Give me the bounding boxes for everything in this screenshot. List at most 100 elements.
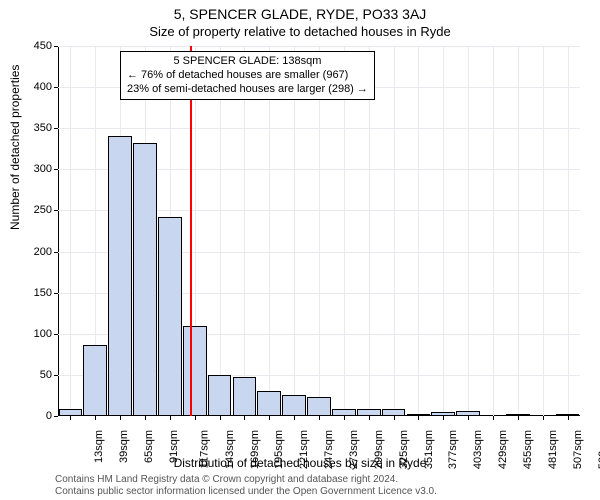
ytick-label: 350: [12, 122, 52, 134]
chart-title-main: 5, SPENCER GLADE, RYDE, PO33 3AJ: [0, 0, 600, 22]
ytick-label: 0: [12, 410, 52, 422]
xtick-mark: [195, 416, 196, 420]
ytick-label: 150: [12, 287, 52, 299]
ytick-mark: [54, 87, 58, 88]
xtick-label: 455sqm: [522, 430, 534, 469]
xtick-label: 481sqm: [547, 430, 559, 469]
xtick-label: 65sqm: [143, 430, 155, 463]
histogram-bar: [307, 397, 331, 416]
plot-area: 5 SPENCER GLADE: 138sqm← 76% of detached…: [58, 46, 580, 416]
grid-line-v: [568, 46, 569, 416]
xtick-label: 221sqm: [298, 430, 310, 469]
xtick-label: 143sqm: [224, 430, 236, 469]
xtick-mark: [568, 416, 569, 420]
histogram-bar: [506, 414, 530, 416]
ytick-mark: [54, 375, 58, 376]
histogram-bar: [108, 136, 132, 416]
annotation-box: 5 SPENCER GLADE: 138sqm← 76% of detached…: [120, 51, 375, 100]
xtick-mark: [493, 416, 494, 420]
xtick-mark: [369, 416, 370, 420]
grid-line-v: [468, 46, 469, 416]
histogram-bar: [332, 409, 356, 416]
histogram-bar: [158, 217, 182, 416]
footer-line-1: Contains HM Land Registry data © Crown c…: [55, 474, 437, 486]
footer-attribution: Contains HM Land Registry data © Crown c…: [55, 474, 437, 498]
xtick-label: 195sqm: [274, 430, 286, 469]
xtick-label: 91sqm: [168, 430, 180, 463]
grid-line-v: [543, 46, 544, 416]
xtick-label: 299sqm: [373, 430, 385, 469]
histogram-bar: [59, 409, 83, 416]
xtick-mark: [95, 416, 96, 420]
ytick-label: 250: [12, 204, 52, 216]
histogram-bar: [431, 412, 455, 416]
annotation-line: 23% of semi-detached houses are larger (…: [127, 83, 368, 97]
histogram-bar: [556, 414, 580, 416]
xtick-mark: [518, 416, 519, 420]
histogram-bar: [382, 409, 406, 416]
grid-line-v: [244, 46, 245, 416]
property-marker-line: [190, 46, 192, 416]
xtick-label: 325sqm: [398, 430, 410, 469]
chart-area: 5 SPENCER GLADE: 138sqm← 76% of detached…: [58, 46, 580, 416]
xtick-label: 169sqm: [249, 430, 261, 469]
chart-title-sub: Size of property relative to detached ho…: [0, 22, 600, 39]
grid-line-v: [319, 46, 320, 416]
grid-line-v: [344, 46, 345, 416]
annotation-line: 5 SPENCER GLADE: 138sqm: [127, 55, 368, 69]
histogram-bar: [257, 391, 281, 416]
ytick-label: 50: [12, 369, 52, 381]
xtick-mark: [70, 416, 71, 420]
xtick-mark: [443, 416, 444, 420]
xtick-label: 507sqm: [572, 430, 584, 469]
grid-line-v: [418, 46, 419, 416]
histogram-bar: [407, 414, 431, 416]
ytick-mark: [54, 416, 58, 417]
xtick-label: 351sqm: [423, 430, 435, 469]
histogram-bar: [83, 345, 107, 416]
xtick-mark: [120, 416, 121, 420]
grid-line-v: [70, 46, 71, 416]
grid-line-v: [369, 46, 370, 416]
xtick-mark: [145, 416, 146, 420]
ytick-mark: [54, 128, 58, 129]
xtick-mark: [418, 416, 419, 420]
ytick-mark: [54, 169, 58, 170]
histogram-bar: [208, 375, 232, 416]
grid-line-v: [269, 46, 270, 416]
ytick-label: 100: [12, 328, 52, 340]
histogram-bar: [183, 326, 207, 416]
xtick-mark: [344, 416, 345, 420]
y-axis-line: [58, 46, 59, 416]
ytick-label: 450: [12, 40, 52, 52]
xtick-mark: [294, 416, 295, 420]
xtick-mark: [543, 416, 544, 420]
ytick-mark: [54, 293, 58, 294]
xtick-mark: [468, 416, 469, 420]
ytick-label: 400: [12, 81, 52, 93]
xtick-label: 39sqm: [118, 430, 130, 463]
histogram-bar: [233, 377, 257, 416]
ytick-mark: [54, 210, 58, 211]
xtick-label: 403sqm: [472, 430, 484, 469]
xtick-label: 377sqm: [448, 430, 460, 469]
ytick-label: 300: [12, 163, 52, 175]
xtick-label: 429sqm: [497, 430, 509, 469]
grid-line-v: [443, 46, 444, 416]
grid-line-v: [220, 46, 221, 416]
xtick-label: 117sqm: [198, 430, 210, 468]
histogram-bar: [357, 409, 381, 416]
xtick-mark: [394, 416, 395, 420]
grid-line-v: [394, 46, 395, 416]
footer-line-2: Contains public sector information licen…: [55, 486, 437, 498]
xtick-label: 247sqm: [323, 430, 335, 469]
grid-line-v: [518, 46, 519, 416]
ytick-label: 200: [12, 246, 52, 258]
ytick-mark: [54, 252, 58, 253]
ytick-mark: [54, 46, 58, 47]
histogram-bar: [456, 411, 480, 416]
annotation-line: ← 76% of detached houses are smaller (96…: [127, 69, 368, 83]
xtick-mark: [244, 416, 245, 420]
xtick-mark: [170, 416, 171, 420]
xtick-label: 13sqm: [93, 430, 105, 463]
